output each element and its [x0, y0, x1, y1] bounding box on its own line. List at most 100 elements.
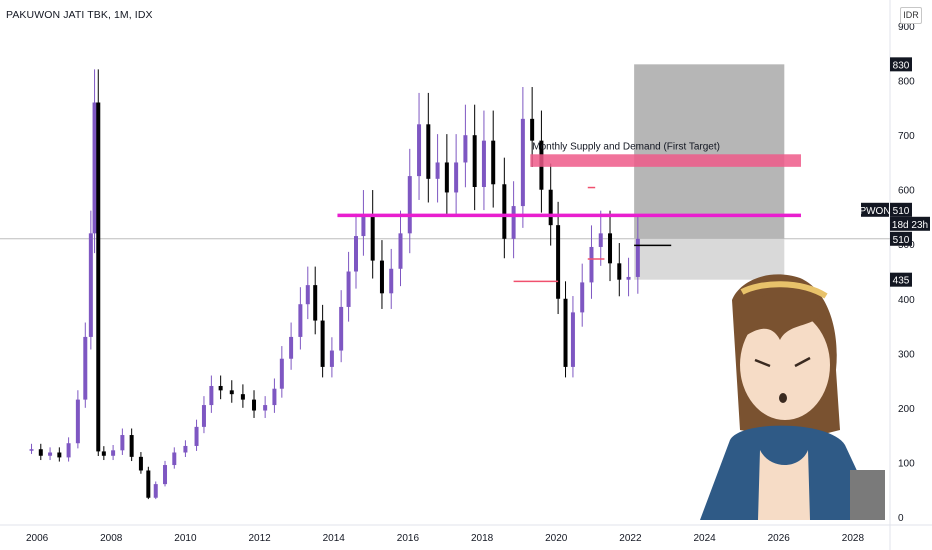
y-tick-label: 900: [898, 22, 915, 33]
ticker-symbol: PWON: [859, 206, 890, 217]
candle-body: [263, 405, 268, 411]
candle-body: [530, 118, 535, 141]
candle-body: [153, 484, 158, 498]
candles: [29, 69, 640, 500]
y-tick-label: 800: [898, 77, 915, 88]
candle-body: [426, 124, 431, 179]
candle-body: [481, 140, 486, 187]
x-tick-label: 2022: [619, 533, 642, 544]
candle-body: [38, 449, 43, 456]
candle-body: [354, 236, 358, 272]
target-price-label: 830: [893, 60, 910, 71]
candle-body: [511, 206, 516, 239]
candle-body: [548, 189, 553, 226]
target-price-label-box: [890, 57, 912, 72]
stop-price-label: 435: [893, 276, 910, 287]
x-tick-label: 2006: [26, 533, 49, 544]
supply-demand-label: Monthly Supply and Demand (First Target): [532, 141, 720, 152]
y-tick-label: 300: [898, 349, 915, 360]
y-tick-label: 200: [898, 404, 915, 415]
x-tick-label: 2008: [100, 533, 123, 544]
candle-body: [379, 260, 384, 294]
y-tick-label: 700: [898, 131, 915, 142]
candle-body: [101, 451, 106, 456]
candle-body: [229, 390, 234, 395]
candle-body: [240, 394, 245, 400]
candle-body: [92, 102, 97, 234]
stop-price-label-box: [890, 272, 912, 287]
candle-body: [407, 176, 412, 234]
candle-body: [129, 435, 134, 457]
supply-demand-zone: [530, 154, 801, 167]
candle-body: [329, 350, 334, 367]
candle-body: [598, 233, 603, 247]
candle-body: [57, 452, 62, 458]
candle-body: [146, 470, 151, 498]
x-tick-label: 2010: [174, 533, 197, 544]
candle-body: [218, 385, 223, 391]
candle-body: [472, 135, 477, 187]
candle-body: [313, 285, 318, 321]
x-tick-label: 2018: [471, 533, 494, 544]
candle-body: [111, 450, 116, 456]
candle-body: [617, 263, 622, 280]
candle-body: [252, 399, 257, 411]
candle-body: [346, 271, 351, 307]
candle-body: [454, 162, 459, 193]
candle-body: [463, 135, 468, 163]
ticker-price-box: [890, 202, 912, 217]
y-tick-label: 100: [898, 458, 915, 469]
level-lines: Monthly Supply and Demand (First Target): [337, 141, 801, 283]
currency-badge[interactable]: IDR: [900, 7, 922, 24]
candle-body: [138, 456, 143, 471]
candle-body: [570, 312, 575, 367]
candle-body: [339, 306, 344, 351]
candle-body: [183, 445, 188, 453]
candle-body: [298, 304, 303, 337]
candle-body: [491, 140, 496, 185]
candle-body: [66, 443, 71, 458]
candle-body: [435, 162, 440, 179]
candle-body: [305, 285, 310, 305]
x-tick-label: 2024: [693, 533, 716, 544]
x-tick-label: 2016: [397, 533, 420, 544]
candle-body: [608, 233, 613, 264]
y-tick-label: 600: [898, 186, 915, 197]
candle-body: [279, 358, 284, 389]
y-tick-label: 0: [898, 513, 904, 524]
candle-body: [370, 214, 375, 261]
current-price-label-box: [890, 231, 912, 246]
candle-body: [272, 388, 277, 406]
candle-body: [201, 405, 206, 427]
candle-body: [580, 282, 585, 313]
candle-body: [389, 268, 394, 294]
x-tick-label: 2026: [768, 533, 791, 544]
candle-body: [635, 238, 640, 277]
candle-body: [320, 320, 325, 367]
countdown-box: [890, 216, 930, 231]
candle-body: [83, 336, 88, 400]
x-tick-label: 2014: [323, 533, 346, 544]
x-tick-label: 2020: [545, 533, 568, 544]
y-tick-label: 400: [898, 295, 915, 306]
candle-body: [289, 336, 294, 359]
trade-zones: [634, 64, 785, 280]
candle-body: [88, 233, 93, 337]
candle-body: [172, 452, 177, 466]
target-zone: [634, 64, 785, 239]
ticker-price: 510: [893, 206, 910, 217]
candle-body: [556, 225, 561, 299]
x-tick-label: 2012: [248, 533, 271, 544]
candle-body: [209, 385, 214, 406]
candle-body: [563, 298, 568, 367]
candle-body: [48, 452, 53, 456]
chart-title: PAKUWON JATI TBK, 1M, IDX: [6, 9, 153, 21]
candle-body: [29, 449, 34, 451]
candle-body: [626, 276, 631, 280]
x-tick-label: 2028: [842, 533, 865, 544]
countdown-label: 18d 23h: [892, 220, 928, 231]
anime-character-illustration: [700, 274, 885, 520]
candle-body: [163, 465, 168, 485]
